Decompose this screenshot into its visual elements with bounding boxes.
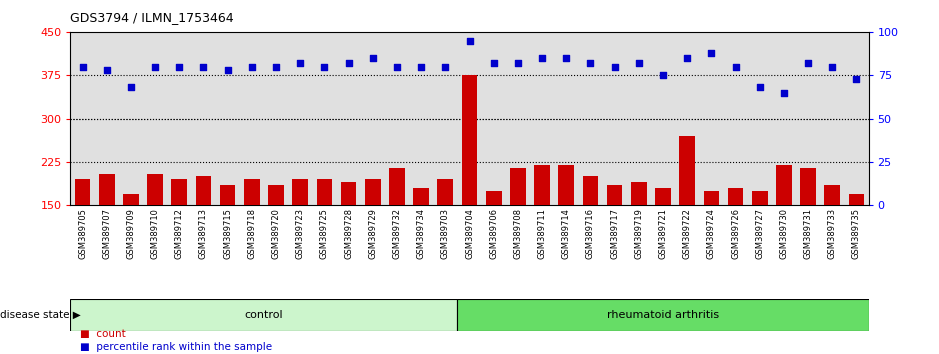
Point xyxy=(534,55,549,61)
Bar xyxy=(534,165,550,292)
Bar xyxy=(849,194,864,292)
Point xyxy=(244,64,259,69)
Bar xyxy=(292,179,308,292)
Point xyxy=(100,67,115,73)
Point xyxy=(123,85,138,90)
Point xyxy=(147,64,162,69)
Bar xyxy=(462,75,477,292)
Bar xyxy=(389,168,405,292)
Bar xyxy=(510,168,526,292)
Bar xyxy=(679,136,695,292)
Point xyxy=(269,64,284,69)
Point xyxy=(316,64,331,69)
Bar xyxy=(800,168,816,292)
Bar xyxy=(655,188,670,292)
Bar xyxy=(631,182,647,292)
Bar xyxy=(728,188,744,292)
Text: GDS3794 / ILMN_1753464: GDS3794 / ILMN_1753464 xyxy=(70,11,234,24)
Point xyxy=(365,55,380,61)
Bar xyxy=(582,176,598,292)
Text: disease state ▶: disease state ▶ xyxy=(0,310,81,320)
Point xyxy=(413,64,428,69)
Point xyxy=(801,60,816,66)
Bar xyxy=(316,179,332,292)
Point xyxy=(608,64,623,69)
Bar xyxy=(752,191,767,292)
Point xyxy=(196,64,211,69)
Point xyxy=(172,64,187,69)
Bar xyxy=(75,179,90,292)
Point xyxy=(680,55,695,61)
Point xyxy=(220,67,235,73)
Point xyxy=(462,38,477,44)
Bar xyxy=(559,165,574,292)
Point xyxy=(583,60,598,66)
Point xyxy=(655,73,670,78)
Point xyxy=(704,50,719,56)
Point xyxy=(341,60,356,66)
Bar xyxy=(269,185,284,292)
Bar xyxy=(195,176,211,292)
Text: control: control xyxy=(244,310,284,320)
Point xyxy=(777,90,792,96)
Point xyxy=(728,64,743,69)
Bar xyxy=(244,179,260,292)
Point xyxy=(75,64,90,69)
Bar xyxy=(123,194,139,292)
Bar xyxy=(607,185,623,292)
Text: rheumatoid arthritis: rheumatoid arthritis xyxy=(607,310,719,320)
Bar xyxy=(438,179,454,292)
Point xyxy=(559,55,574,61)
Point xyxy=(438,64,453,69)
Bar xyxy=(365,179,380,292)
Bar xyxy=(413,188,429,292)
Bar xyxy=(220,185,236,292)
FancyBboxPatch shape xyxy=(457,299,869,331)
Bar xyxy=(99,173,115,292)
Point xyxy=(293,60,308,66)
Point xyxy=(752,85,767,90)
Text: ■  percentile rank within the sample: ■ percentile rank within the sample xyxy=(80,342,272,352)
Point xyxy=(486,60,501,66)
Bar xyxy=(341,182,357,292)
Point xyxy=(824,64,839,69)
Bar xyxy=(703,191,719,292)
Text: ■  count: ■ count xyxy=(80,329,126,339)
Bar xyxy=(776,165,792,292)
Bar xyxy=(147,173,163,292)
Bar xyxy=(485,191,501,292)
Bar xyxy=(824,185,840,292)
Point xyxy=(511,60,526,66)
FancyBboxPatch shape xyxy=(70,299,457,331)
Point xyxy=(631,60,646,66)
Point xyxy=(390,64,405,69)
Bar xyxy=(172,179,187,292)
Point xyxy=(849,76,864,81)
